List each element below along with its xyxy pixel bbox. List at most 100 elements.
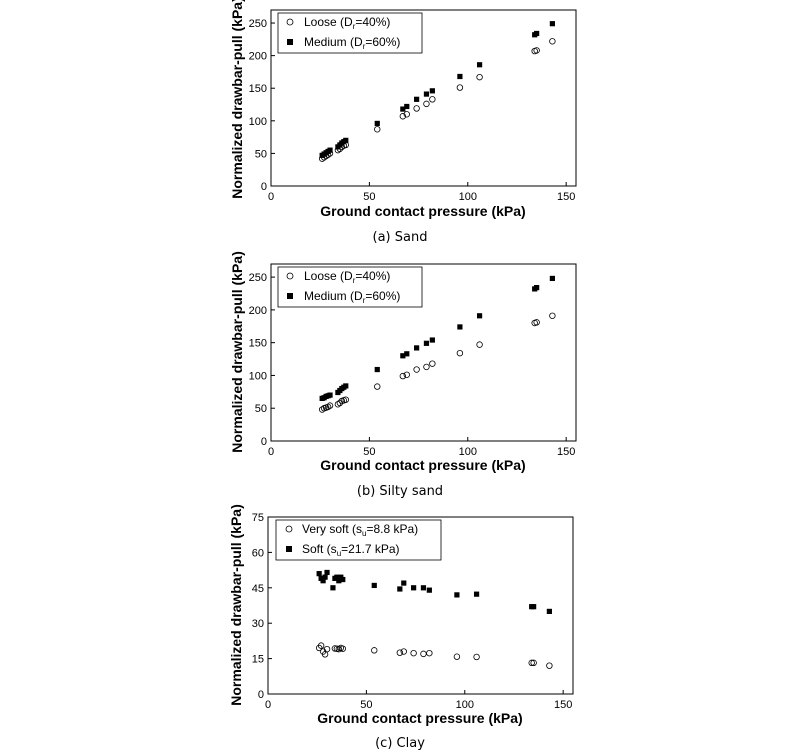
legend-label-main: Loose (D [304,15,353,29]
data-point-square [397,586,403,592]
data-point-square [473,591,480,597]
data-point-circle [533,319,540,326]
data-point-square [549,21,555,27]
data-point-square [476,313,483,319]
x-axis-ticks: 0 50 100 150 [268,182,575,203]
y-tick-label: 250 [249,18,267,30]
y-tick-label: 200 [249,51,267,63]
data-point-circle [528,659,535,667]
x-tick-label: 100 [459,446,477,458]
data-point-square [334,574,340,580]
data-point-square [429,88,435,94]
y-axis-title: Normalized drawbar-pull (kPa) [228,504,244,705]
data-point-circle [456,349,464,357]
legend-label-subscript: r [353,22,356,31]
legend-label-subscript: r [363,42,366,51]
legend-entry-2: Soft (su=21.7 kPa) [302,542,400,558]
y-tick-label: 0 [261,181,267,193]
legend-entry-1: Very soft (su=8.8 kPa) [302,522,418,538]
data-point-square [429,337,435,343]
data-point-circle [549,312,556,319]
y-tick-label: 100 [249,116,267,128]
data-point-square [400,106,406,112]
data-point-circle [318,406,326,413]
y-axis-title: Normalized drawbar-pull (kPa) [229,251,245,452]
x-axis-ticks: 0 50 100 150 [268,437,575,458]
data-point-circle [423,100,430,108]
data-point-square [327,147,333,153]
data-point-circle [546,662,553,669]
legend-label-main: Medium (D [304,289,363,303]
plot-frame [270,263,577,442]
data-point-circle [326,402,334,409]
data-point-square [534,285,540,291]
data-points [318,275,556,413]
panel-caption: (a) Sand [373,230,428,245]
data-point-square [423,340,430,346]
data-point-circle [456,84,464,91]
legend-label-main: Soft (s [302,542,337,556]
data-point-circle [374,383,381,390]
data-point-circle [371,647,378,654]
x-tick-label: 50 [360,699,372,711]
data-point-square [549,275,555,282]
x-tick-label: 150 [554,699,572,711]
legend-marker-circle [285,525,293,533]
data-point-square [457,324,463,330]
legend-label-main: Medium (D [304,35,363,49]
x-axis-title: Ground contact pressure (kPa) [320,457,525,473]
y-tick-label: 150 [249,338,267,350]
data-point-square [476,62,483,68]
legend-label-end: =40%) [355,15,390,29]
panel-caption: (c) Clay [375,736,425,751]
data-point-circle [403,111,410,118]
data-point-circle [549,38,556,45]
y-tick-label: 250 [249,272,267,284]
data-points [315,569,553,669]
legend-label-end: =60%) [365,35,400,49]
legend-entry-1: Loose (Dr=40%) [304,269,390,285]
panel-c-clay: 0 15 30 45 60 75 0 50 100 150 Normalized drawbar… [228,504,574,751]
panel-b-silty-sand: 0 50 100 150 200 250 0 50 100 150 Normalized dra… [229,251,577,499]
y-axis-ticks: 0 50 100 150 200 250 [249,272,275,448]
data-point-circle [396,649,404,656]
x-tick-label: 0 [265,699,271,711]
data-point-square [327,392,333,398]
data-point-square [534,30,540,37]
data-point-circle [476,73,483,81]
legend-marker-square [287,293,293,299]
data-point-square [426,587,432,593]
legend-marker-square [286,546,292,552]
data-point-square [371,582,377,589]
data-point-circle [473,653,480,661]
data-point-circle [420,650,427,658]
legend-label-end: =21.7 kPa) [341,542,399,556]
legend-entry-2: Medium (Dr=60%) [304,35,400,51]
data-point-square [400,353,406,359]
data-point-square [420,585,427,591]
y-tick-label: 60 [252,547,264,559]
data-point-square [340,576,346,583]
data-point-square [531,604,537,610]
y-tick-label: 75 [252,512,264,524]
legend-label-main: Loose (D [304,269,353,283]
data-point-square [320,578,326,584]
x-axis-title: Ground contact pressure (kPa) [317,710,522,726]
data-point-square [414,96,420,102]
plot-frame [267,516,574,695]
y-axis-ticks: 0 15 30 45 60 75 [252,512,272,701]
legend-box [277,12,423,54]
data-point-circle [324,403,332,411]
data-point-circle [413,366,420,373]
y-tick-label: 50 [255,403,267,415]
panel-caption: (b) Silty sand [357,484,443,499]
data-point-circle [429,360,436,367]
legend-label-end: =40%) [355,269,390,283]
legend-label-main: Very soft (s [302,522,362,536]
data-point-circle [476,341,483,348]
data-point-square [343,137,349,143]
legend-box [275,519,442,561]
data-point-square [404,103,410,110]
x-tick-label: 100 [459,191,477,203]
